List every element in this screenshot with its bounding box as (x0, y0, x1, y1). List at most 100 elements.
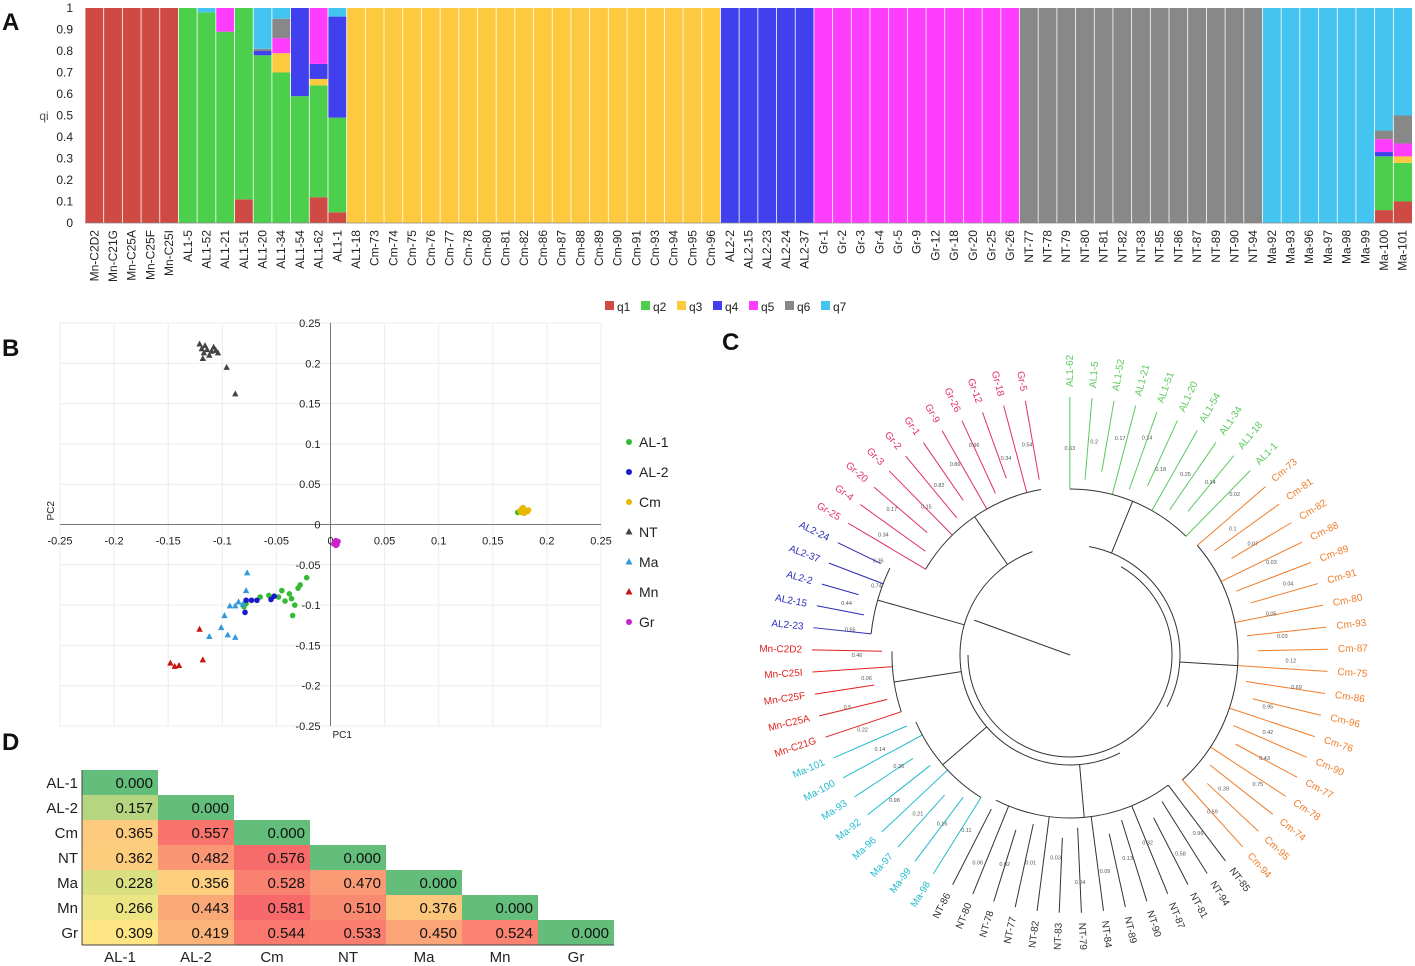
admixture-segment-q5 (1000, 8, 1020, 223)
leaf-label: NT-81 (1187, 891, 1209, 921)
legend-label-q4: q4 (725, 300, 739, 314)
x-tick-label: Cm-95 (685, 230, 699, 266)
x-tick-label: NT-94 (1246, 230, 1260, 263)
leaf-branch (1128, 411, 1158, 490)
admixture-segment-q6 (1094, 8, 1113, 223)
node-support-label: 0.04 (1075, 880, 1086, 886)
admixture-segment-q4 (1374, 152, 1394, 157)
column-label: Cm (260, 949, 283, 966)
legend-marker-AL-2 (626, 469, 632, 475)
leaf-branch (952, 808, 992, 886)
y-tick-label: 0.3 (56, 152, 73, 166)
admixture-segment-q4 (290, 8, 310, 97)
leaf-label: NT-84 (1099, 920, 1114, 949)
row-label: Cm (55, 825, 78, 842)
leaf-label: NT-94 (1207, 879, 1231, 908)
leaf-branch (881, 769, 948, 833)
heatmap-cell (234, 895, 310, 920)
leaf-branch (1214, 503, 1280, 552)
node-support-label: 0.16 (937, 821, 948, 827)
admixture-segment-q6 (1374, 130, 1394, 140)
leaf-label: NT-78 (978, 909, 997, 939)
leaf-branch (812, 649, 883, 652)
admixture-segment-q6 (1131, 8, 1151, 223)
leaf-label: AL2-23 (771, 618, 805, 632)
leaf-label: AL1-52 (1111, 358, 1127, 392)
admixture-segment-q6 (1150, 8, 1170, 223)
leaf-label: Cm-90 (1314, 757, 1346, 779)
leaf-label: Ma-96 (851, 835, 880, 863)
admixture-segment-q7 (1281, 8, 1300, 223)
leaf-label: AL2-15 (774, 593, 808, 610)
x-tick-label: AL1-20 (256, 230, 270, 269)
cell-value: 0.356 (191, 875, 229, 892)
node-support-label: 0.74 (871, 583, 882, 589)
heatmap-cell (386, 920, 462, 945)
column-label: Ma (414, 949, 435, 966)
heatmap-cell (82, 895, 158, 920)
x-tick-label: Cm-81 (499, 230, 513, 266)
leaf-branch (923, 442, 964, 501)
point-Ma (221, 612, 228, 619)
point-AL-1 (289, 612, 296, 619)
y-tick-label: -0.25 (295, 721, 320, 733)
admixture-segment-q3 (627, 8, 646, 223)
leaf-branch (1250, 583, 1319, 604)
row-label: Ma (57, 875, 78, 892)
admixture-segment-q6 (1038, 8, 1057, 223)
x-tick-label: NT-83 (1134, 230, 1148, 263)
x-tick-label: AL2-24 (779, 230, 793, 269)
row-label: AL-1 (46, 775, 78, 792)
legend-label-q3: q3 (689, 300, 703, 314)
leaf-label: AL1-62 (1065, 354, 1076, 387)
heatmap-cell (158, 870, 234, 895)
admixture-segment-q3 (458, 8, 478, 223)
admixture-segment-q4 (309, 63, 328, 79)
leaf-branch (1077, 827, 1082, 913)
leaf-label: Ma-93 (820, 798, 850, 823)
node-support-label: 0.06 (861, 676, 872, 682)
x-tick-label: Cm-91 (629, 230, 643, 266)
leaf-branch (816, 605, 864, 616)
x-tick-label: NT-77 (1022, 230, 1036, 263)
x-tick-label: Cm-90 (611, 230, 625, 266)
cell-value: 0.000 (267, 825, 305, 842)
admixture-segment-q7 (197, 8, 216, 13)
admixture-segment-q5 (888, 8, 908, 223)
x-tick-label: Gr-25 (984, 230, 998, 261)
leaf-label: Gr-4 (833, 483, 856, 504)
node-support-label: 0.43 (1259, 756, 1270, 762)
admixture-segment-q2 (327, 117, 347, 213)
leaf-label: Ma-98 (909, 879, 934, 909)
admixture-segment-q3 (683, 8, 702, 223)
panel-label-b: B (2, 335, 19, 362)
leaf-branch (1084, 397, 1093, 480)
cell-value: 0.228 (115, 875, 153, 892)
leaf-label: Cm-78 (1291, 798, 1322, 824)
heatmap-cell (82, 770, 158, 795)
x-tick-label: AL2-37 (798, 230, 812, 269)
legend-marker-Ma (625, 558, 633, 565)
admixture-segment-q2 (1393, 162, 1412, 202)
admixture-segment-q5 (271, 38, 291, 54)
admixture-segment-q3 (421, 8, 441, 223)
leaf-label: Cm-80 (1332, 592, 1364, 609)
row-label: Gr (61, 925, 78, 942)
cell-value: 0.419 (191, 925, 229, 942)
internal-branch (1079, 764, 1084, 800)
x-tick-label: Ma-96 (1302, 230, 1316, 264)
y-axis-label: qi (39, 109, 48, 123)
cell-value: 0.376 (419, 900, 457, 917)
node-support-label: 0.01 (1025, 860, 1036, 866)
leaf-branch (819, 698, 888, 717)
legend-marker-Gr (626, 619, 632, 625)
cell-value: 0.266 (115, 900, 153, 917)
admixture-segment-q3 (570, 8, 590, 223)
node-support-label: 0.63 (1065, 446, 1076, 452)
node-support-label: 0.42 (1263, 730, 1274, 736)
admixture-segment-q7 (1299, 8, 1319, 223)
legend-label-q5: q5 (761, 300, 775, 314)
admixture-segment-q4 (776, 8, 796, 223)
leaf-branch (1235, 562, 1312, 592)
leaf-branch (825, 711, 902, 738)
